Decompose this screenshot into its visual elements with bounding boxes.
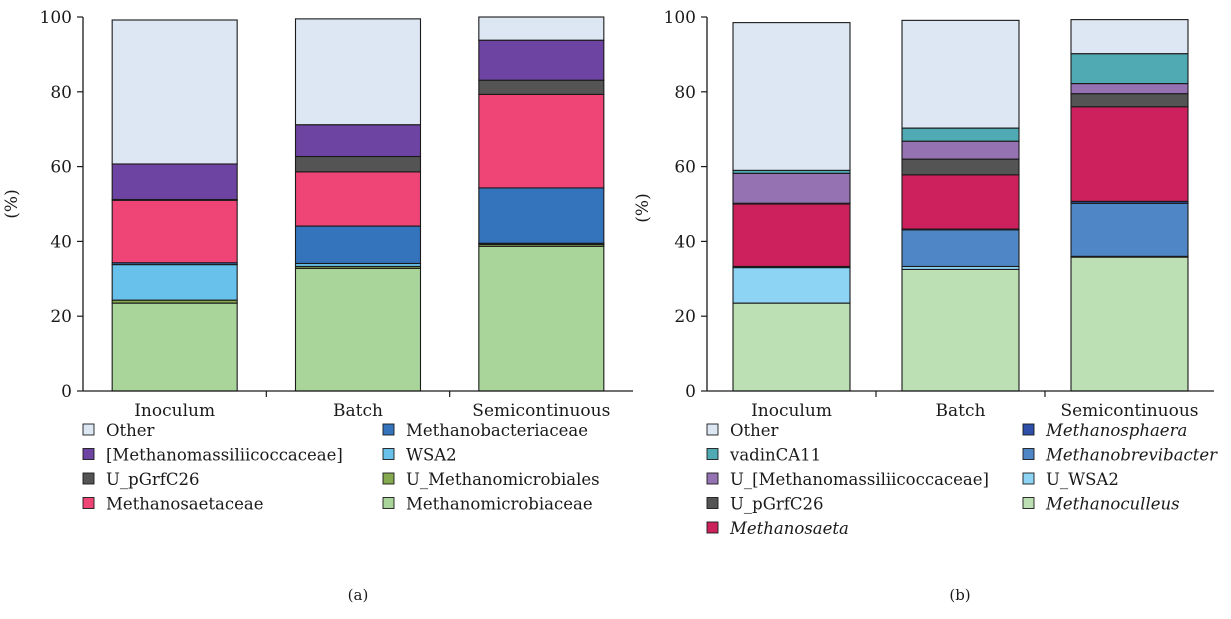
bar-segment xyxy=(294,225,422,265)
legend-label: U_pGrfC26 xyxy=(106,470,200,489)
legend-label: Methanosaeta xyxy=(729,519,849,538)
legend-label: Other xyxy=(106,421,155,440)
bar-segment xyxy=(901,268,1020,392)
bar-segment xyxy=(901,158,1020,176)
legend-label: Other xyxy=(730,421,779,440)
x-tick-label: Inoculum xyxy=(751,401,832,421)
y-tick-label: 60 xyxy=(50,158,72,178)
panel-label: (b) xyxy=(949,586,970,604)
bar-segment xyxy=(1070,106,1189,202)
bar-segment xyxy=(901,174,1020,230)
bar-segment xyxy=(111,264,238,301)
y-tick-label: 80 xyxy=(674,83,696,103)
bar-segment xyxy=(901,19,1020,129)
bar-segment xyxy=(478,39,605,81)
legend-swatch xyxy=(1022,448,1035,460)
legend-swatch xyxy=(706,497,719,509)
bar-segment xyxy=(294,267,422,392)
legend-swatch xyxy=(82,472,95,485)
legend-label: Methanobacteriaceae xyxy=(406,421,588,440)
y-tick-label: 100 xyxy=(40,8,72,28)
legend-swatch xyxy=(706,472,719,485)
bar-segment xyxy=(478,16,605,41)
bar-segment xyxy=(478,245,605,392)
x-tick-label: Batch xyxy=(936,401,986,421)
legend-swatch xyxy=(1022,497,1035,509)
bar-segment xyxy=(1070,19,1189,55)
legend-label: U_[Methanomassiliicoccaceae] xyxy=(730,470,989,489)
legend-swatch xyxy=(382,497,395,509)
legend-label: U_WSA2 xyxy=(1046,470,1119,489)
y-tick-label: 100 xyxy=(664,8,696,28)
bar-segment xyxy=(901,229,1020,268)
bar-segment xyxy=(111,19,238,165)
bar-segment xyxy=(478,93,605,189)
legend-label: Methanosaetaceae xyxy=(106,495,263,514)
bar-segment xyxy=(111,302,238,392)
legend-swatch xyxy=(82,448,95,460)
x-tick-label: Semicontinuous xyxy=(472,401,610,421)
bar-segment xyxy=(901,140,1020,160)
bar-segment xyxy=(478,187,605,244)
legend-swatch xyxy=(706,448,719,460)
bar-segment xyxy=(732,22,851,171)
legend-label: U_Methanomicrobiales xyxy=(406,470,600,489)
bar-segment xyxy=(1070,53,1189,85)
panel-b: 0 20 40 60 80 100 (%) Inoculum Batch Semicontinuo… xyxy=(633,8,1218,604)
panel-label: (a) xyxy=(348,586,369,604)
x-tick-label: Batch xyxy=(333,401,383,421)
y-axis-label: (%) xyxy=(633,193,653,222)
y-tick-label: 20 xyxy=(674,307,696,327)
bar-segment xyxy=(1070,256,1189,392)
bar-segment xyxy=(732,302,851,392)
legend-swatch xyxy=(382,448,395,460)
y-tick-label: 0 xyxy=(685,382,696,402)
legend-label: Methanoculleus xyxy=(1045,495,1180,514)
bar-segment xyxy=(478,79,605,95)
legend-label: Methanomicrobiaceae xyxy=(406,495,593,514)
x-tick-label: Semicontinuous xyxy=(1060,401,1198,421)
bar-segment xyxy=(294,124,422,158)
y-tick-label: 20 xyxy=(50,307,72,327)
bar-segment xyxy=(732,172,851,204)
y-tick-label: 0 xyxy=(61,382,72,402)
bar-segment xyxy=(1070,202,1189,257)
legend-swatch xyxy=(382,423,395,436)
bar-segment xyxy=(901,127,1020,142)
legend-swatch xyxy=(382,472,395,485)
legend-swatch xyxy=(82,423,95,436)
bar-segment xyxy=(1070,83,1189,95)
panel-a: 0 20 40 60 80 100 (%) Inoculum Batch Semicontinuo… xyxy=(2,8,633,604)
bar-segment xyxy=(1070,93,1189,108)
x-tick-label: Inoculum xyxy=(134,401,215,421)
bar-segment xyxy=(732,203,851,268)
bar-segment xyxy=(294,171,422,227)
legend-label: WSA2 xyxy=(406,446,457,465)
legend-swatch xyxy=(1022,423,1035,436)
bar-segment xyxy=(294,155,422,173)
y-tick-label: 40 xyxy=(50,232,72,252)
legend-label: Methanobrevibacter xyxy=(1045,446,1218,465)
bar-segment xyxy=(111,199,238,264)
bar-segment xyxy=(294,18,422,126)
legend-label: vadinCA11 xyxy=(729,446,821,465)
y-axis-label: (%) xyxy=(2,189,22,218)
y-tick-label: 60 xyxy=(674,158,696,178)
legend-swatch xyxy=(82,497,95,509)
legend-swatch xyxy=(1022,472,1035,485)
legend-swatch xyxy=(706,423,719,436)
bar-segment xyxy=(732,267,851,304)
legend-label: [Methanomassiliicoccaceae] xyxy=(106,446,343,465)
legend-swatch xyxy=(706,521,719,534)
legend-label: U_pGrfC26 xyxy=(730,495,824,514)
bar-segment xyxy=(111,163,238,201)
y-tick-label: 40 xyxy=(674,232,696,252)
legend-label: Methanosphaera xyxy=(1045,421,1187,440)
y-tick-label: 80 xyxy=(50,83,72,103)
